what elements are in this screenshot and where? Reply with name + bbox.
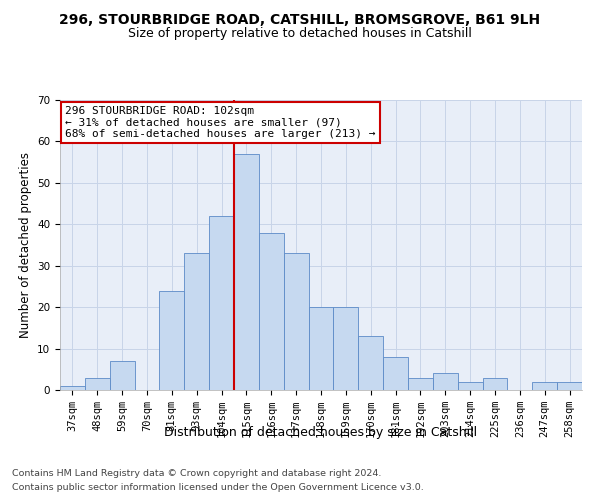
Text: Distribution of detached houses by size in Catshill: Distribution of detached houses by size … — [164, 426, 478, 439]
Bar — [160, 290, 184, 390]
Bar — [358, 336, 383, 390]
Bar — [482, 378, 508, 390]
Text: 296, STOURBRIDGE ROAD, CATSHILL, BROMSGROVE, B61 9LH: 296, STOURBRIDGE ROAD, CATSHILL, BROMSGR… — [59, 12, 541, 26]
Bar — [383, 357, 408, 390]
Text: Contains public sector information licensed under the Open Government Licence v3: Contains public sector information licen… — [12, 484, 424, 492]
Bar — [532, 382, 557, 390]
Bar — [234, 154, 259, 390]
Bar — [433, 374, 458, 390]
Bar — [557, 382, 582, 390]
Y-axis label: Number of detached properties: Number of detached properties — [19, 152, 32, 338]
Bar — [60, 386, 85, 390]
Text: 296 STOURBRIDGE ROAD: 102sqm
← 31% of detached houses are smaller (97)
68% of se: 296 STOURBRIDGE ROAD: 102sqm ← 31% of de… — [65, 106, 376, 139]
Text: Size of property relative to detached houses in Catshill: Size of property relative to detached ho… — [128, 28, 472, 40]
Bar — [110, 361, 134, 390]
Bar — [308, 307, 334, 390]
Bar — [334, 307, 358, 390]
Bar — [408, 378, 433, 390]
Bar — [259, 232, 284, 390]
Bar — [85, 378, 110, 390]
Bar — [209, 216, 234, 390]
Bar — [458, 382, 482, 390]
Bar — [184, 254, 209, 390]
Bar — [284, 254, 308, 390]
Text: Contains HM Land Registry data © Crown copyright and database right 2024.: Contains HM Land Registry data © Crown c… — [12, 468, 382, 477]
